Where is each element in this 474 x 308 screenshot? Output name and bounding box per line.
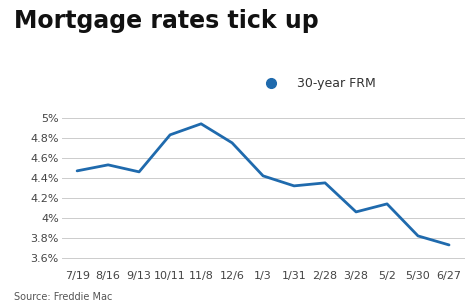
Text: 30-year FRM: 30-year FRM <box>297 77 375 90</box>
Text: Source: Freddie Mac: Source: Freddie Mac <box>14 292 113 302</box>
Text: Mortgage rates tick up: Mortgage rates tick up <box>14 9 319 33</box>
